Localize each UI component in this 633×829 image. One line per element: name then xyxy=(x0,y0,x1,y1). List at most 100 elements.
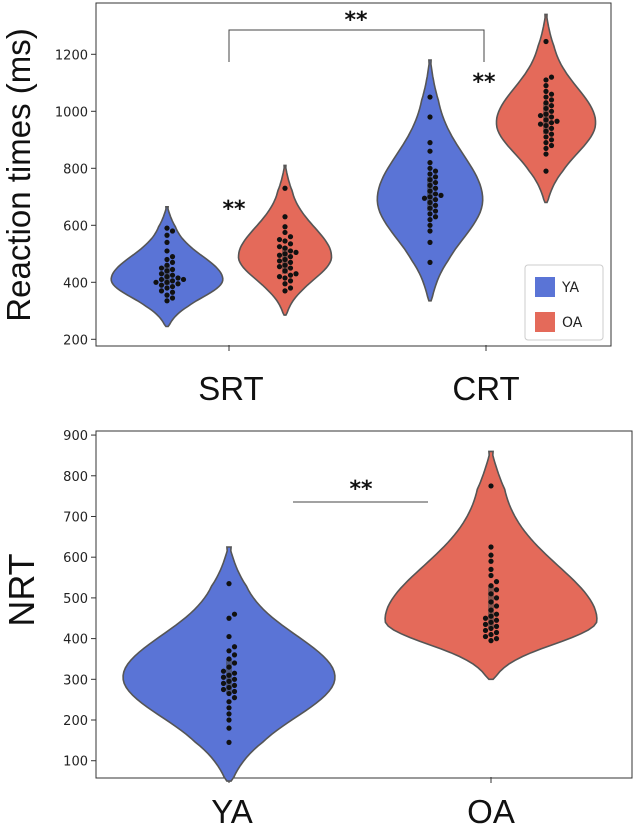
top-y-axis-title: Reaction times (ms) xyxy=(0,28,37,321)
data-point xyxy=(493,629,500,636)
data-point xyxy=(427,160,433,166)
data-point xyxy=(164,285,170,291)
data-point xyxy=(493,603,500,609)
data-point xyxy=(432,197,439,203)
data-point xyxy=(231,644,238,650)
data-point xyxy=(226,690,232,697)
y-tick-label: 700 xyxy=(63,510,88,525)
violin-oa-oa xyxy=(384,450,598,681)
data-point xyxy=(543,88,549,94)
data-point xyxy=(231,676,238,682)
data-point xyxy=(493,623,500,629)
data-point xyxy=(543,83,549,89)
data-point xyxy=(488,599,494,605)
bottom-plot-frame xyxy=(95,430,633,779)
data-point xyxy=(169,228,176,234)
data-point xyxy=(488,619,494,625)
data-point xyxy=(548,131,555,137)
data-point xyxy=(220,668,227,674)
bottom-significance-label: ** xyxy=(349,477,373,502)
data-point xyxy=(548,97,555,103)
data-point xyxy=(164,225,170,231)
data-point xyxy=(180,276,187,283)
data-point xyxy=(548,91,555,97)
data-point xyxy=(427,182,433,188)
data-point xyxy=(164,262,170,268)
data-point xyxy=(164,268,170,274)
data-point xyxy=(220,680,227,686)
data-point xyxy=(438,192,444,198)
data-point xyxy=(421,195,428,201)
data-point xyxy=(482,621,489,627)
data-point xyxy=(175,281,181,287)
data-point xyxy=(427,171,433,177)
data-point xyxy=(427,199,433,206)
legend: YA OA xyxy=(524,264,604,341)
data-point xyxy=(427,211,433,217)
data-point xyxy=(488,552,494,558)
data-point xyxy=(427,222,433,228)
y-tick-label: 600 xyxy=(63,219,88,234)
data-point xyxy=(282,229,288,236)
data-point xyxy=(231,695,238,701)
data-point xyxy=(493,636,500,642)
y-tick-label: 400 xyxy=(63,276,88,291)
data-point xyxy=(293,249,299,255)
top-significance-bracket xyxy=(228,29,485,62)
top-x-tick-label-crt: CRT xyxy=(452,370,519,407)
data-point xyxy=(432,208,439,214)
data-point xyxy=(432,191,439,197)
data-point xyxy=(427,188,433,194)
data-point xyxy=(282,268,288,274)
data-point xyxy=(488,544,494,550)
data-point xyxy=(231,660,238,666)
y-tick-label: 1000 xyxy=(55,105,88,120)
data-point xyxy=(226,717,232,723)
data-point xyxy=(164,248,170,254)
data-point xyxy=(226,711,232,717)
data-point xyxy=(543,100,549,106)
violin-box-oa-oa xyxy=(488,585,494,629)
data-point xyxy=(226,705,232,711)
data-point xyxy=(293,271,299,277)
data-point xyxy=(276,244,283,250)
data-point xyxy=(543,151,549,157)
data-point xyxy=(287,248,294,254)
data-point xyxy=(158,265,165,271)
data-point xyxy=(220,686,227,693)
data-point xyxy=(543,168,549,174)
data-point xyxy=(537,112,544,119)
data-point xyxy=(282,214,288,220)
data-point xyxy=(548,137,555,143)
data-point xyxy=(287,272,294,278)
violin-box-crt-ya xyxy=(427,176,433,212)
data-point xyxy=(287,278,294,284)
data-point xyxy=(231,682,238,689)
data-point xyxy=(543,38,549,45)
data-point xyxy=(231,670,238,676)
data-point xyxy=(226,615,232,621)
data-point xyxy=(164,274,170,280)
data-point xyxy=(488,483,494,489)
legend-label-ya: YA xyxy=(561,280,579,296)
y-tick-label: 200 xyxy=(63,333,88,348)
data-point xyxy=(169,266,176,273)
top-significance-bracket-label: ** xyxy=(344,8,368,33)
y-tick-label: 800 xyxy=(63,162,88,177)
data-point xyxy=(537,121,544,127)
legend-swatch-oa xyxy=(535,312,555,332)
data-point xyxy=(231,611,238,617)
data-point xyxy=(226,581,232,587)
data-point xyxy=(543,134,549,140)
data-point xyxy=(158,282,165,288)
top-plot-frame xyxy=(95,2,612,347)
data-point xyxy=(226,678,232,684)
data-point xyxy=(548,74,555,80)
y-tick-label: 500 xyxy=(63,592,88,607)
data-point xyxy=(231,652,238,658)
data-point xyxy=(548,103,555,109)
data-point xyxy=(175,275,181,281)
data-point xyxy=(287,234,294,240)
y-tick-label: 600 xyxy=(63,551,88,566)
